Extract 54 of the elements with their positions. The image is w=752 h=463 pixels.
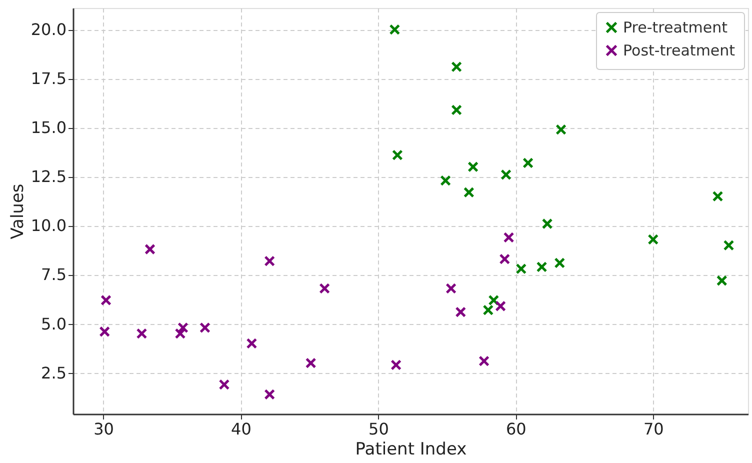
point <box>648 234 659 245</box>
x-tick-label: 30 <box>94 420 114 438</box>
point <box>723 240 734 251</box>
point <box>716 275 728 286</box>
y-tick-label: 2.5 <box>41 363 66 382</box>
point <box>264 388 276 400</box>
point <box>446 283 456 294</box>
point <box>536 261 548 272</box>
point <box>503 232 514 243</box>
point <box>712 190 724 202</box>
y-tick-label: 5.0 <box>41 314 66 334</box>
point <box>440 175 451 186</box>
x-tick-label: 60 <box>506 420 526 438</box>
point <box>542 218 553 230</box>
point <box>451 61 462 72</box>
point <box>100 294 112 306</box>
point <box>556 124 566 136</box>
point <box>389 24 400 36</box>
point <box>516 263 527 274</box>
point <box>246 338 258 349</box>
point <box>554 258 566 268</box>
point <box>500 169 512 180</box>
point <box>218 379 230 390</box>
y-tick-label: 17.5 <box>30 69 66 88</box>
point <box>482 304 494 316</box>
point <box>495 300 506 312</box>
point <box>451 104 462 116</box>
y-axis-title: Values <box>8 184 28 240</box>
legend-label: Pre-treatment <box>623 18 728 36</box>
x-axis-title: Patient Index <box>355 440 467 460</box>
point <box>390 360 402 370</box>
point <box>463 186 474 198</box>
point <box>468 161 478 172</box>
y-tick-label: 12.5 <box>30 167 66 186</box>
point <box>264 256 276 266</box>
point <box>499 254 510 264</box>
x-tick-label: 50 <box>368 420 389 438</box>
y-tick-label: 15.0 <box>30 118 66 138</box>
legend-label: Post-treatment <box>623 42 736 60</box>
x-tick-label: 70 <box>643 420 664 438</box>
point <box>144 244 156 255</box>
y-tick-label: 10.0 <box>30 216 66 236</box>
point <box>455 306 466 318</box>
y-tick-label: 7.5 <box>41 265 66 284</box>
point <box>136 328 148 340</box>
point <box>392 150 403 161</box>
point <box>200 322 210 334</box>
x-tick-label: 40 <box>231 420 252 438</box>
point <box>305 358 316 368</box>
point <box>478 356 490 366</box>
y-tick-label: 20.0 <box>30 20 66 40</box>
point <box>319 283 330 294</box>
point <box>99 326 110 338</box>
point <box>522 158 534 168</box>
